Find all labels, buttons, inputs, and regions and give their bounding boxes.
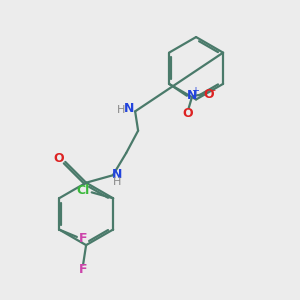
Text: N: N <box>112 168 122 181</box>
Text: N: N <box>186 89 197 102</box>
Text: N: N <box>123 102 134 115</box>
Text: Cl: Cl <box>77 184 90 197</box>
Text: O: O <box>203 88 214 101</box>
Text: H: H <box>112 177 121 187</box>
Text: O: O <box>182 107 193 120</box>
Text: F: F <box>79 263 87 276</box>
Text: -: - <box>211 85 215 95</box>
Text: F: F <box>79 232 87 245</box>
Text: O: O <box>53 152 64 165</box>
Text: H: H <box>117 106 125 116</box>
Text: +: + <box>191 86 199 96</box>
